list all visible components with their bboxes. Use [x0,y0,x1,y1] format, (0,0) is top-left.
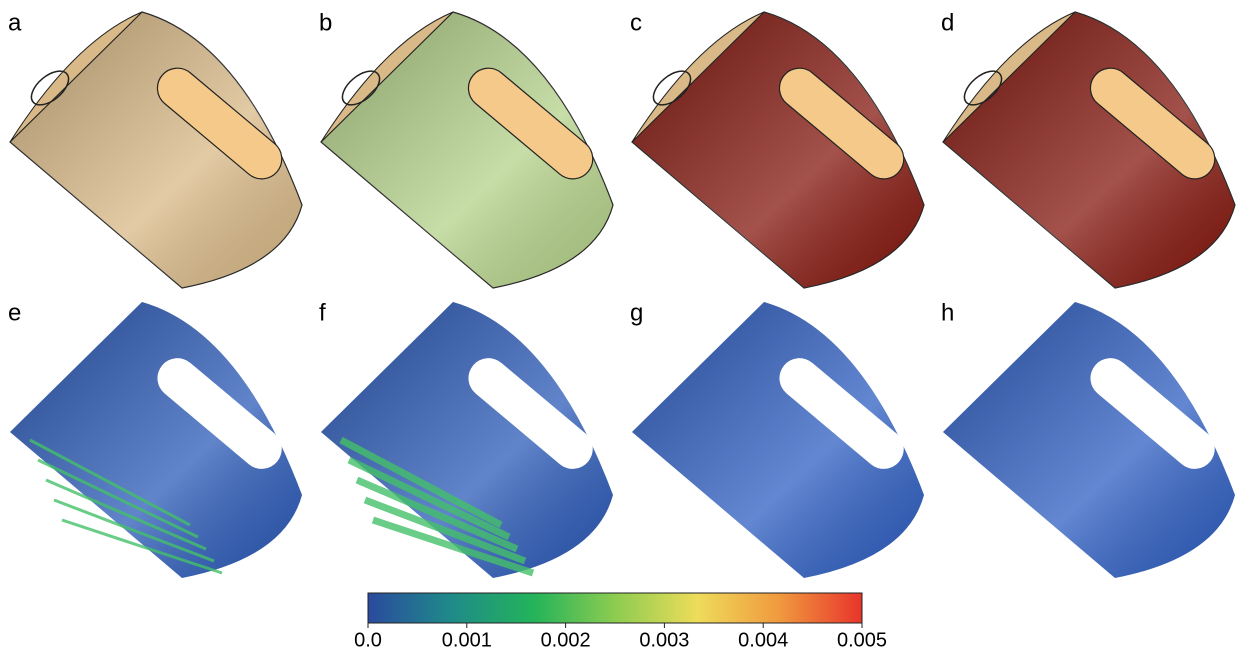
panel: a [8,9,302,288]
panel: d [941,9,1235,288]
panel-label: c [630,9,642,36]
panel: b [319,9,613,288]
panel-label: e [8,299,21,326]
panel: e [8,299,302,578]
panel-label: f [319,299,326,326]
colorbar-tick-label: 0.002 [541,629,591,651]
panel: f [319,299,613,578]
figure: a b c d e f g h 0.0 0.001 0.002 0.003 0.004 0.005 [0,0,1245,654]
panel: c [630,9,924,288]
colorbar-tick-label: 0.003 [639,629,689,651]
panel-label: h [941,299,954,326]
panel-label: b [319,9,332,36]
panel: g [630,299,924,578]
colorbar [368,593,862,623]
panel-label: a [8,9,22,36]
colorbar-tick-label: 0.001 [442,629,492,651]
panel-label: d [941,9,954,36]
colorbar-tick-label: 0.005 [837,629,887,651]
colorbar-tick-label: 0.0 [354,629,382,651]
panel-label: g [630,299,643,326]
colorbar-tick-label: 0.004 [738,629,788,651]
panel: h [941,299,1235,578]
